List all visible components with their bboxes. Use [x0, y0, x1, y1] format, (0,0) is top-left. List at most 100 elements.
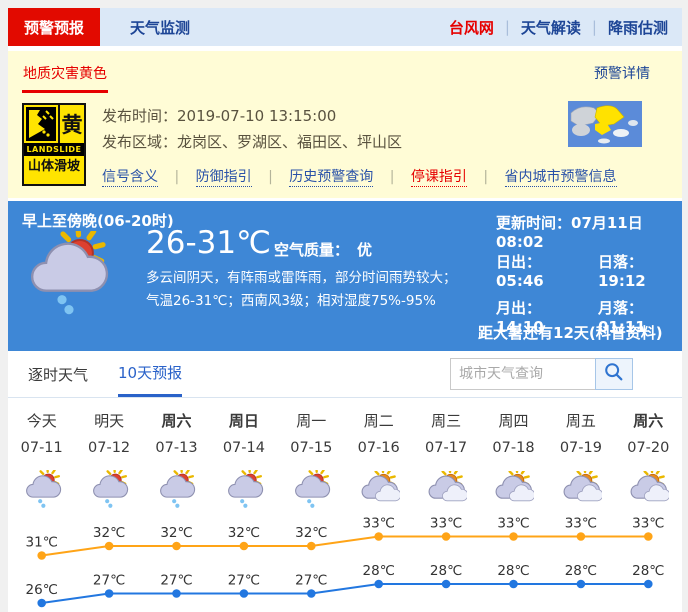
forecast-date-label: 07-17: [425, 440, 468, 456]
forecast-days-row: 今天 明天 周六 周日 周一 周二 周三 周四 周五 周六: [8, 410, 682, 432]
divider: |: [483, 169, 489, 185]
warning-info: 发布时间：2019-07-10 13:15:00 发布区域：龙岗区、罗湖区、福田…: [102, 103, 617, 187]
low-temp-label: 27℃: [295, 573, 327, 589]
high-temp-point: [441, 532, 451, 541]
low-temp-point: [509, 579, 518, 589]
link-history-warnings[interactable]: 历史预警查询: [289, 169, 374, 187]
forecast-day-label: 周二: [363, 412, 394, 430]
shower-icon: [278, 464, 345, 514]
link-province-warnings[interactable]: 省内城市预警信息: [504, 169, 617, 187]
high-temp-point: [644, 532, 653, 541]
forecast-day-label: 周六: [161, 412, 192, 430]
forecast-date-label: 07-15: [290, 440, 333, 456]
update-time: 更新时间：07月11日 08:02: [496, 214, 643, 251]
low-temp-label: 28℃: [497, 563, 529, 579]
sign-top: 黄: [24, 105, 84, 143]
low-temp-point: [307, 589, 316, 598]
link-typhoon-net[interactable]: 台风网: [448, 18, 494, 37]
search-button[interactable]: [595, 358, 633, 390]
low-temp-point: [37, 598, 46, 608]
divider: |: [174, 169, 180, 185]
solar-term-countdown-link[interactable]: 距大暑还有12天(科普资料): [478, 324, 663, 342]
forecast-date-label: 07-12: [88, 440, 131, 456]
low-temp-label: 28℃: [363, 563, 395, 579]
moonset-time: 月落：01:11: [598, 297, 682, 336]
warning-body: 黄 LANDSLIDE 山体滑坡 发布时间：2019-07-10 13:15:0…: [22, 103, 668, 187]
forecast-day-label: 周一: [296, 412, 327, 430]
current-conditions-section: 早上至傍晚(06-20时) 26-31℃ 空气质量： 优 多云间阴天，有阵雨或雷阵…: [8, 201, 682, 351]
warning-category-tab[interactable]: 地质灾害黄色: [22, 59, 108, 93]
tab-warning-forecast[interactable]: 预警预报: [8, 8, 100, 46]
forecast-date-label: 07-18: [492, 440, 535, 456]
low-temp-point: [644, 579, 653, 589]
high-temp-point: [509, 532, 518, 541]
tab-hourly-weather[interactable]: 逐时天气: [28, 365, 89, 384]
publish-time-label: 发布时间：: [102, 107, 178, 125]
city-search-input[interactable]: [450, 358, 595, 390]
current-temp-range: 26-31℃: [146, 225, 271, 261]
publish-area-row: 发布区域：龙岗区、罗湖区、福田区、坪山区: [102, 129, 617, 155]
current-weather-icon: [22, 224, 110, 319]
forecast-day-label: 周日: [228, 412, 259, 430]
forecast-date-label: 07-13: [155, 440, 198, 456]
link-weather-explain[interactable]: 天气解读: [520, 18, 581, 37]
content-panel: 预警预报 天气监测 台风网 | 天气解读 | 降雨估测 地质灾害黄色 预警详情: [8, 8, 682, 612]
publish-area-value: 龙岗区、罗湖区、福田区、坪山区: [177, 133, 403, 151]
air-quality-value: 优: [357, 241, 373, 259]
high-temp-label: 32℃: [295, 525, 327, 541]
moonrise-value: 14:10: [496, 318, 544, 336]
high-temp-label: 31℃: [26, 535, 58, 551]
tab-10day-forecast[interactable]: 10天预报: [118, 351, 183, 397]
landslide-icon: [26, 107, 56, 141]
low-temp-line: [41, 583, 649, 604]
sunrise-label: 日出：: [496, 253, 542, 271]
low-temp-label: 27℃: [228, 573, 260, 589]
partly-cloudy-icon: [615, 464, 682, 514]
forecast-tabs-bar: 逐时天气 10天预报: [8, 351, 682, 398]
high-temp-point: [172, 541, 181, 551]
forecast-date-label: 07-16: [357, 440, 400, 456]
high-temp-label: 33℃: [632, 516, 664, 532]
divider: |: [504, 18, 510, 36]
high-temp-label: 32℃: [160, 525, 192, 541]
low-temp-label: 28℃: [632, 563, 664, 579]
publish-time-row: 发布时间：2019-07-10 13:15:00: [102, 103, 617, 129]
link-signal-meaning[interactable]: 信号含义: [102, 169, 158, 187]
moonset-value: 01:11: [598, 318, 646, 336]
high-temp-point: [104, 541, 114, 551]
partly-cloudy-icon: [480, 464, 547, 514]
forecast-date-label: 07-14: [222, 440, 265, 456]
high-temp-label: 33℃: [430, 516, 462, 532]
low-temp-label: 27℃: [160, 573, 192, 589]
low-temp-point: [441, 579, 451, 589]
warning-details-link[interactable]: 预警详情: [594, 66, 650, 82]
forecast-day-label: 周六: [633, 412, 664, 430]
weather-description-line2: 气温26-31℃；西南风3级；相对湿度75%-95%: [146, 293, 436, 309]
link-rain-estimate[interactable]: 降雨估测: [607, 18, 668, 37]
forecast-day-label: 周五: [565, 412, 596, 430]
partly-cloudy-icon: [547, 464, 614, 514]
low-temp-point: [576, 579, 586, 589]
sunset-time: 日落：19:12: [598, 251, 682, 290]
forecast-date-label: 07-19: [559, 440, 602, 456]
high-temp-label: 33℃: [497, 516, 529, 532]
warning-links-row: 信号含义 | 防御指引 | 历史预警查询 | 停课指引 | 省内城市预警信息: [102, 166, 617, 187]
sign-label-en: LANDSLIDE: [24, 143, 84, 156]
high-temp-point: [374, 532, 384, 541]
landslide-warning-sign: 黄 LANDSLIDE 山体滑坡: [22, 103, 86, 186]
link-defense-guide[interactable]: 防御指引: [195, 169, 252, 187]
tab-weather-monitor[interactable]: 天气监测: [130, 18, 191, 37]
publish-time-value: 2019-07-10 13:15:00: [177, 107, 337, 125]
top-nav-bar: 预警预报 天气监测 台风网 | 天气解读 | 降雨估测: [8, 8, 682, 46]
shower-icon: [8, 464, 75, 514]
sun-moon-times: 日出：05:46 日落：19:12 月出：14:10 月落：01:11: [496, 251, 682, 336]
moonrise-time: 月出：14:10: [496, 297, 580, 336]
sunset-value: 19:12: [598, 272, 646, 290]
city-search: [450, 358, 633, 390]
link-class-suspension[interactable]: 停课指引: [410, 169, 467, 187]
shower-icon: [75, 464, 142, 514]
warning-area-map[interactable]: [568, 101, 642, 147]
high-temp-label: 33℃: [363, 516, 395, 532]
partly-cloudy-icon: [412, 464, 479, 514]
